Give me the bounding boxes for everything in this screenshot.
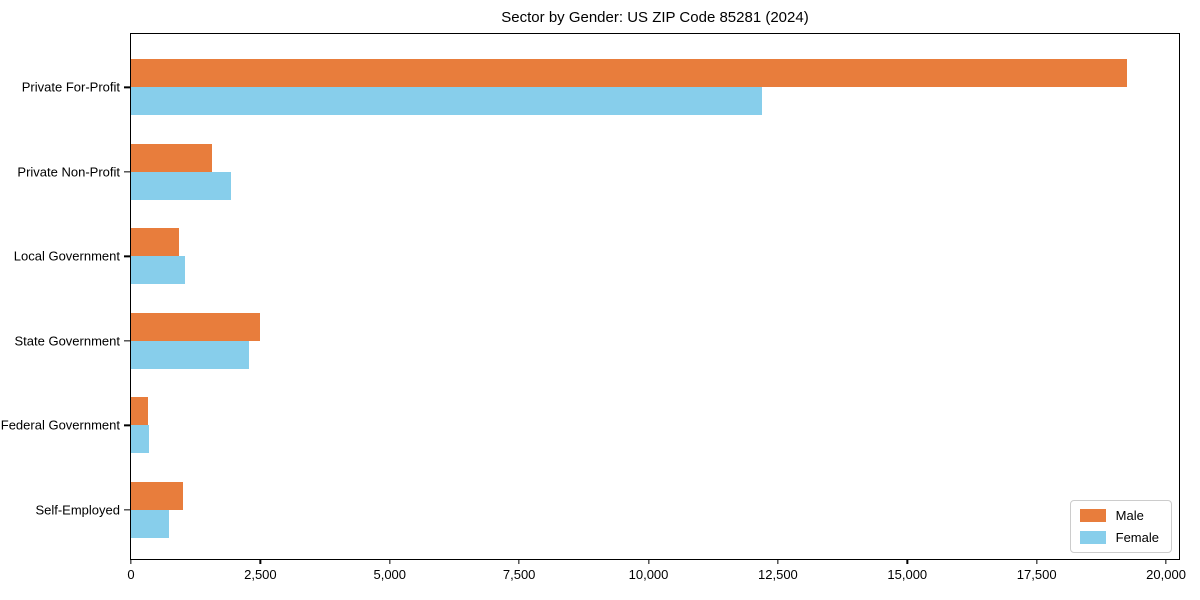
x-tick-label: 10,000 (628, 567, 669, 582)
x-tick-label: 12,500 (758, 567, 798, 582)
bar-group: Federal Government (1, 383, 1179, 468)
x-tick-label: 0 (127, 567, 135, 582)
x-tick-label: 15,000 (887, 567, 928, 582)
bar-female (131, 509, 170, 538)
x-tick-label: 20,000 (1146, 567, 1186, 582)
legend-item-male: Male (1079, 508, 1159, 523)
bar-male (131, 481, 184, 510)
y-tick-mark (124, 171, 130, 173)
bar-female (131, 256, 186, 285)
x-tick-mark (906, 559, 908, 564)
bar-group: Private Non-Profit (17, 130, 1179, 215)
legend-item-female: Female (1079, 530, 1159, 545)
bar-group: State Government (15, 299, 1179, 384)
x-tick-mark (259, 559, 262, 564)
bar-pair (131, 143, 1179, 200)
legend-label: Female (1115, 530, 1159, 545)
x-tick-mark (389, 559, 391, 564)
bar-male (131, 397, 148, 426)
bar-pair (131, 481, 1179, 538)
bar-female (131, 171, 231, 200)
bar-pair (131, 397, 1179, 454)
bar-male (131, 59, 1128, 88)
x-tick-mark (777, 559, 779, 564)
y-tick-mark (124, 255, 130, 257)
legend-label: Male (1115, 508, 1144, 523)
bar-female (131, 87, 763, 116)
x-tick-label: 17,500 (1016, 567, 1057, 582)
legend: Male Female (1069, 500, 1172, 553)
bar-male (131, 143, 212, 172)
x-tick-mark (518, 559, 520, 564)
y-tick-label: Private For-Profit (21, 79, 120, 95)
y-tick-label: Local Government (13, 248, 120, 264)
x-tick-mark (130, 559, 132, 564)
y-tick-label: Private Non-Profit (17, 164, 120, 180)
y-tick-mark (124, 424, 130, 426)
x-tick-label: 7,500 (502, 567, 536, 582)
y-tick-mark (124, 86, 130, 88)
x-tick-mark (1036, 559, 1038, 564)
bar-group: Self-Employed (35, 468, 1179, 553)
chart-title: Sector by Gender: US ZIP Code 85281 (202… (501, 9, 809, 26)
bar-pair (131, 312, 1179, 369)
bar-female (131, 425, 149, 454)
bar-groups: Private For-Profit Private Non-Profit Loca… (1, 34, 1179, 559)
bar-group: Local Government (14, 214, 1179, 299)
bar-pair (131, 59, 1179, 116)
x-tick-mark (1165, 559, 1167, 564)
bar-female (131, 340, 249, 369)
legend-swatch-male (1079, 509, 1106, 522)
bar-male (131, 312, 261, 341)
y-tick-label: State Government (14, 333, 121, 349)
y-tick-mark (124, 340, 130, 342)
bar-male (131, 228, 180, 257)
y-tick-label: Self-Employed (35, 502, 120, 518)
y-tick-mark (124, 509, 130, 511)
bar-pair (131, 228, 1179, 285)
x-tick-label: 2,500 (244, 567, 277, 582)
x-tick-mark (647, 559, 650, 564)
bar-group: Private For-Profit (22, 45, 1179, 130)
legend-swatch-female (1079, 531, 1106, 544)
y-tick-label: Federal Government (0, 417, 120, 433)
x-tick-label: 5,000 (373, 567, 407, 582)
plot-area: Private For-Profit Private Non-Profit Loca… (1, 33, 1186, 582)
